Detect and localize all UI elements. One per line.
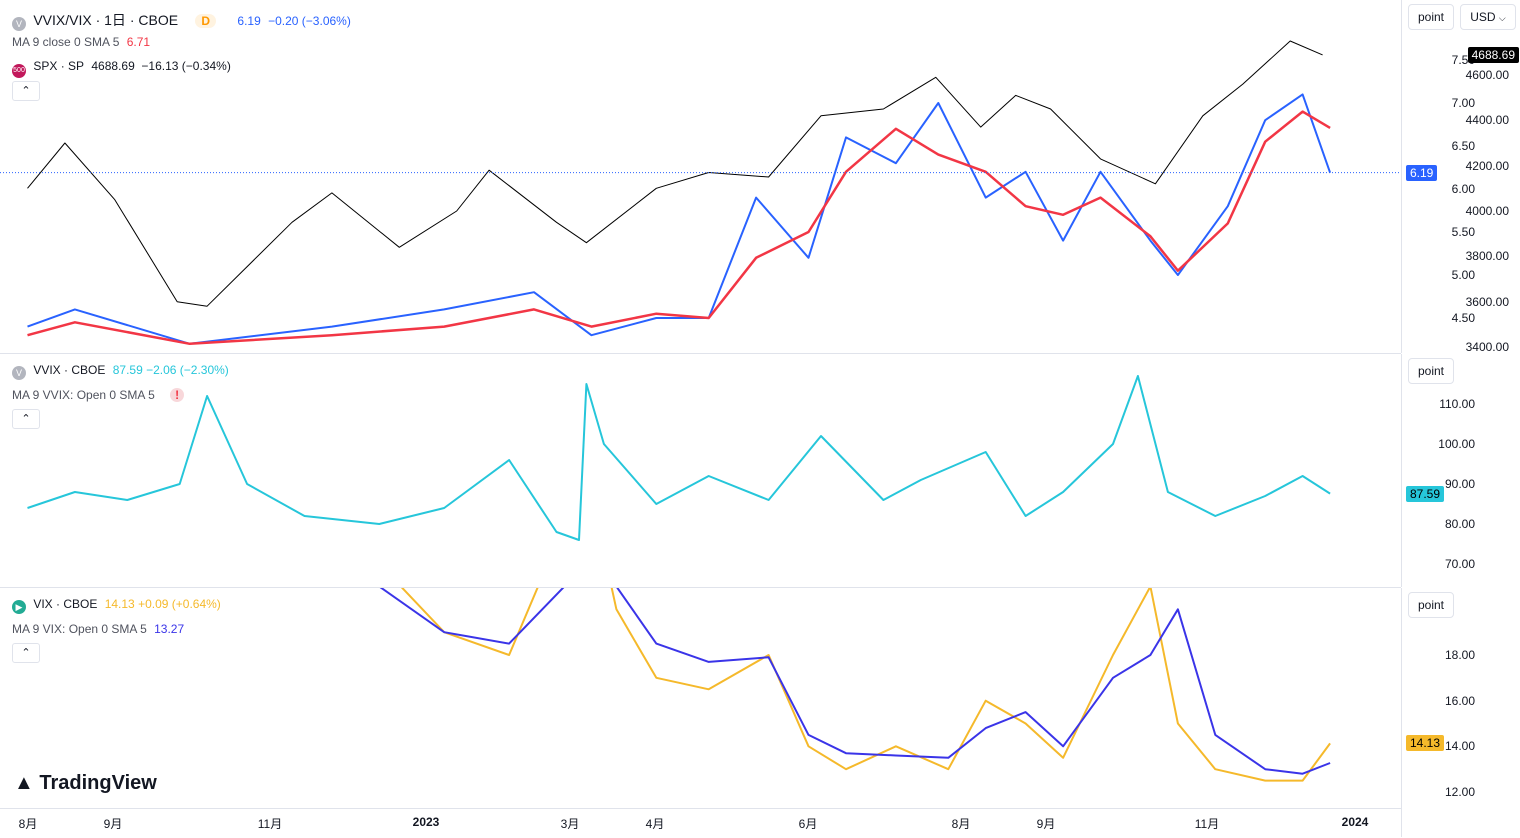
vvix-tick-label: 100.00: [1438, 437, 1475, 451]
vix-ma-legend: MA 9 VIX: Open 0 SMA 5 13.27: [12, 622, 188, 636]
time-axis-label: 9月: [1036, 817, 1056, 831]
ratio-ma-legend: MA 9 close 0 SMA 5 6.71: [12, 35, 154, 49]
vix-tick-label: 16.00: [1444, 693, 1475, 708]
ratio-chart-svg: [0, 40, 1401, 346]
vvix-legend: V VVIX · CBOE 87.59 −2.06 (−2.30%): [12, 363, 233, 380]
unit-button[interactable]: point: [1408, 4, 1454, 30]
vvix-tick-label: 90.00: [1444, 477, 1475, 491]
spx-label[interactable]: SPX · SP: [33, 59, 85, 73]
symbol-logo-icon: V: [12, 17, 26, 31]
ratio-ma-value: 6.71: [126, 35, 151, 49]
spx-tick-label: 4600.00: [1465, 68, 1509, 82]
unit-button[interactable]: point: [1408, 358, 1454, 384]
ratio-tick-label: 5.00: [1451, 268, 1475, 282]
vix-values: 14.13 +0.09 (+0.64%): [104, 597, 221, 611]
spx-tick-label: 3600.00: [1465, 294, 1509, 309]
vvix-tick-label: 110.00: [1439, 397, 1475, 411]
tradingview-logo-icon: ▲: [14, 772, 34, 794]
vix-tick-label: 18.00: [1444, 648, 1475, 662]
brand-name: TradingView: [39, 772, 157, 794]
vix-ma-value: 13.27: [154, 622, 185, 636]
currency-label: USD: [1470, 10, 1496, 24]
ratio-tick-label: 7.00: [1451, 96, 1475, 110]
time-axis-label: 2023: [412, 815, 440, 829]
ratio-line: [27, 93, 1332, 345]
vvix-pane[interactable]: V VVIX · CBOE 87.59 −2.06 (−2.30%) MA 9 …: [0, 354, 1401, 587]
collapse-vvix-legend-button[interactable]: ⌃: [12, 409, 40, 429]
time-axis-label: 3月: [560, 817, 580, 831]
vix-tick-label: 14.00: [1444, 739, 1475, 754]
ratio-ma-label[interactable]: MA 9 close 0 SMA 5: [12, 35, 120, 49]
ratio-pane[interactable]: V VVIX/VIX · 1日 · CBOE D 6.19 −0.20 (−3.…: [0, 0, 1401, 353]
chevron-up-icon: ⌃: [21, 647, 31, 659]
ratio-tick-label: 4.50: [1451, 311, 1475, 325]
collapse-legend-button[interactable]: ⌃: [12, 81, 40, 101]
vvix-symbol[interactable]: VVIX · CBOE: [33, 363, 106, 377]
time-axis-label: 8月: [18, 817, 38, 831]
vix-price-scale[interactable]: point 18.00 16.00 14.00 12.00 14.13: [1401, 588, 1520, 837]
spx-tick-label: 4400.00: [1465, 113, 1509, 128]
ratio-change: −0.20 (−3.06%): [268, 14, 351, 28]
vvix-ma-label[interactable]: MA 9 VVIX: Open 0 SMA 5: [12, 388, 155, 402]
ratio-price-scale[interactable]: point USD ⌵ 7.50 7.00 6.50 6.00 5.50 5.00 4.50…: [1401, 0, 1520, 354]
currency-button[interactable]: USD ⌵: [1460, 4, 1516, 30]
time-axis-label: 6月: [798, 817, 818, 831]
ratio-tick-label: 6.00: [1451, 182, 1475, 196]
time-axis-label: 9月: [103, 817, 123, 831]
ratio-last-badge: 6.19: [1406, 164, 1438, 181]
vvix-chart-svg: [27, 375, 1331, 541]
unit-button[interactable]: point: [1408, 592, 1454, 618]
tradingview-logo[interactable]: ▲ TradingView: [14, 772, 157, 795]
spx-values: 4688.69 −16.13 (−0.34%): [91, 59, 231, 73]
warning-icon[interactable]: !: [170, 388, 185, 402]
spx-line: [27, 40, 1323, 307]
time-axis-label: 11月: [257, 817, 283, 831]
time-axis[interactable]: 8月 9月 11月 2023 3月 4月 6月 8月 9月 11月 2024: [0, 808, 1401, 838]
vix-chart-svg: [379, 588, 1331, 782]
collapse-vix-legend-button[interactable]: ⌃: [12, 643, 40, 663]
spx-legend: 500 SPX · SP 4688.69 −16.13 (−0.34%): [12, 59, 235, 78]
vix-logo-icon: ▶: [12, 600, 26, 614]
pane-separator[interactable]: [0, 353, 1401, 354]
spx-tick-label: 3400.00: [1465, 340, 1509, 354]
spx-tick-label: 4200.00: [1465, 158, 1509, 173]
vvix-last-badge: 87.59: [1406, 485, 1445, 502]
time-axis-label: 2024: [1341, 815, 1369, 829]
vix-pane[interactable]: ▶ VIX · CBOE 14.13 +0.09 (+0.64%) MA 9 V…: [0, 588, 1401, 808]
vvix-ma-legend: MA 9 VVIX: Open 0 SMA 5 !: [12, 388, 188, 402]
chevron-up-icon: ⌃: [21, 85, 31, 97]
vix-tick-label: 12.00: [1444, 785, 1475, 799]
ratio-tick-label: 6.50: [1451, 139, 1475, 153]
vix-line: [400, 588, 1331, 782]
vix-symbol[interactable]: VIX · CBOE: [33, 597, 98, 611]
vix-ma-line: [379, 588, 1331, 775]
time-axis-label: 11月: [1194, 817, 1220, 831]
interval-badge[interactable]: D: [195, 14, 217, 28]
vvix-tick-label: 70.00: [1444, 557, 1475, 571]
time-axis-label: 8月: [951, 817, 971, 831]
vix-ma-label[interactable]: MA 9 VIX: Open 0 SMA 5: [12, 622, 147, 636]
chevron-up-icon: ⌃: [21, 413, 31, 425]
vix-legend: ▶ VIX · CBOE 14.13 +0.09 (+0.64%): [12, 597, 225, 614]
chevron-down-icon: ⌵: [1498, 13, 1506, 23]
vvix-line: [27, 375, 1331, 541]
vvix-tick-label: 80.00: [1444, 517, 1475, 531]
vvix-price-scale[interactable]: point 110.00 100.00 90.00 80.00 70.00 87.59: [1401, 354, 1520, 587]
spx-last-badge: 4688.69: [1467, 46, 1519, 63]
ratio-legend: V VVIX/VIX · 1日 · CBOE D 6.19 −0.20 (−3.…: [12, 10, 355, 31]
time-axis-label: 4月: [645, 817, 665, 831]
vix-last-badge: 14.13: [1406, 735, 1445, 752]
spx-logo-icon: 500: [12, 64, 26, 78]
ratio-tick-label: 5.50: [1451, 225, 1475, 239]
pane-separator[interactable]: [0, 587, 1401, 588]
ratio-ma-line: [27, 110, 1331, 346]
spx-tick-label: 3800.00: [1465, 249, 1509, 264]
symbol-title[interactable]: VVIX/VIX · 1日 · CBOE: [33, 12, 179, 28]
ratio-price: 6.19: [237, 14, 261, 28]
spx-tick-label: 4000.00: [1465, 204, 1509, 218]
vvix-logo-icon: V: [12, 366, 26, 380]
vvix-values: 87.59 −2.06 (−2.30%): [112, 363, 229, 377]
